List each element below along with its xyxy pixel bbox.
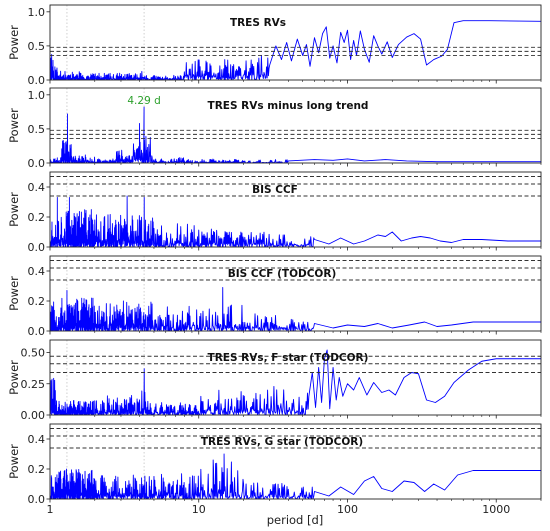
panel-title: BIS CCF bbox=[252, 184, 298, 196]
panel-frame bbox=[49, 4, 542, 81]
periodogram-line bbox=[50, 106, 541, 163]
y-tick-label: 0.5 bbox=[28, 40, 46, 53]
y-tick-label: 0.50 bbox=[21, 347, 46, 360]
periodogram-line bbox=[50, 287, 541, 331]
panel-4: 0.0 0.2 0.4 Power BIS CCF (TODCOR) bbox=[7, 255, 542, 338]
periodogram-line bbox=[50, 349, 541, 415]
y-axis-label: Power bbox=[7, 192, 21, 227]
periodogram-line bbox=[50, 195, 541, 247]
panel-title: TRES RVs, F star (TODCOR) bbox=[208, 352, 369, 364]
panel-frame bbox=[49, 423, 542, 500]
panel-2: 0.0 0.5 1.0 Power TRES RVs minus long trend 4… bbox=[7, 87, 542, 170]
panel-title: TRES RVs minus long trend bbox=[208, 100, 369, 112]
panel-frame bbox=[49, 255, 542, 332]
x-tick-label: 100 bbox=[337, 503, 358, 516]
y-tick-label: 0.4 bbox=[28, 181, 46, 194]
x-tick-label: 1000 bbox=[482, 503, 510, 516]
panel-title: TRES RVs bbox=[230, 17, 286, 29]
panel-3: 0.0 0.2 0.4 Power BIS CCF bbox=[7, 171, 542, 254]
y-tick-label: 0.4 bbox=[28, 265, 46, 278]
y-axis-label: Power bbox=[7, 276, 21, 311]
y-tick-label: 0.0 bbox=[28, 157, 46, 170]
y-tick-label: 1.0 bbox=[28, 89, 46, 102]
panel-frame bbox=[49, 171, 542, 248]
periodogram-line bbox=[50, 453, 541, 499]
panel-frame bbox=[49, 339, 542, 416]
y-tick-label: 0.0 bbox=[28, 493, 46, 506]
panels: 0.0 0.5 1.0 Power TRES RVs 0.0 0.5 1.0 Power TRES… bbox=[7, 4, 542, 516]
y-tick-label: 0.2 bbox=[28, 463, 46, 476]
y-tick-label: 0.00 bbox=[21, 409, 46, 422]
peak-annotation: 4.29 d bbox=[127, 95, 160, 107]
y-tick-label: 0.4 bbox=[28, 433, 46, 446]
panel-1: 0.0 0.5 1.0 Power TRES RVs bbox=[7, 4, 542, 87]
y-axis-label: Power bbox=[7, 25, 21, 60]
y-tick-label: 0.2 bbox=[28, 295, 46, 308]
panel-title: TRES RVs, G star (TODCOR) bbox=[201, 436, 363, 448]
y-tick-label: 1.0 bbox=[28, 6, 46, 19]
panel-frame bbox=[49, 87, 542, 164]
y-tick-label: 0.25 bbox=[21, 378, 46, 391]
y-axis-label: Power bbox=[7, 444, 21, 479]
x-tick-label: 1 bbox=[47, 503, 54, 516]
y-tick-label: 0.2 bbox=[28, 211, 46, 224]
panel-title: BIS CCF (TODCOR) bbox=[228, 268, 337, 280]
x-tick-label: 10 bbox=[192, 503, 206, 516]
y-tick-label: 0.0 bbox=[28, 241, 46, 254]
x-axis-label: period [d] bbox=[267, 513, 324, 527]
y-axis-label: Power bbox=[7, 108, 21, 143]
y-tick-label: 0.0 bbox=[28, 325, 46, 338]
y-axis-label: Power bbox=[7, 360, 21, 395]
y-tick-label: 0.0 bbox=[28, 74, 46, 87]
y-tick-label: 0.5 bbox=[28, 123, 46, 136]
panel-6: 0.0 0.2 0.4 1 10 100 1000 Power TRES RVs, G star… bbox=[7, 423, 542, 516]
